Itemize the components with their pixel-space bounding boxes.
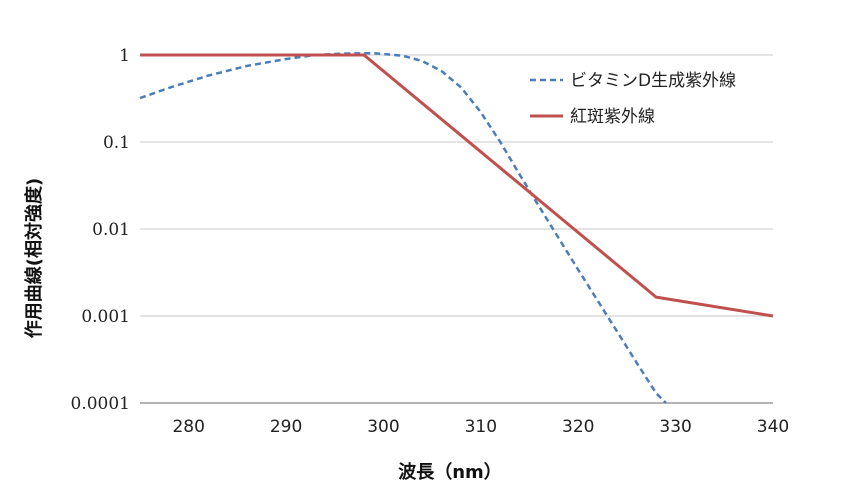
y-axis-title: 作用曲線(相対強度): [23, 178, 45, 338]
x-tick-label: 290: [270, 417, 302, 437]
legend-label-vitamin-d: ビタミンD生成紫外線: [570, 71, 736, 91]
x-tick-label: 280: [172, 417, 204, 437]
series-line-erythema: [140, 53, 774, 318]
y-tick-label: 0.1: [103, 133, 130, 153]
x-axis-title: 波長（nm）: [398, 461, 502, 483]
y-axis-ticks: 0.0001 0.001 0.01 0.1 1: [71, 46, 130, 414]
x-tick-label: 340: [757, 417, 789, 437]
x-axis-ticks: 280 290 300 310 320 330 340: [172, 417, 789, 437]
y-tick-label: 0.0001: [71, 394, 130, 414]
grid-lines: [140, 54, 773, 317]
series-layer: [139, 51, 774, 404]
y-tick-label: 0.01: [92, 220, 130, 240]
series-line-vitamin-d: [139, 51, 667, 404]
x-tick-label: 300: [367, 417, 399, 437]
y-tick-label: 0.001: [81, 307, 130, 327]
y-tick-label: 1: [119, 46, 130, 66]
x-tick-label: 320: [562, 417, 594, 437]
x-tick-label: 330: [659, 417, 691, 437]
legend: ビタミンD生成紫外線 紅斑紫外線: [530, 71, 736, 127]
x-tick-label: 310: [465, 417, 497, 437]
legend-label-erythema: 紅斑紫外線: [570, 107, 655, 127]
